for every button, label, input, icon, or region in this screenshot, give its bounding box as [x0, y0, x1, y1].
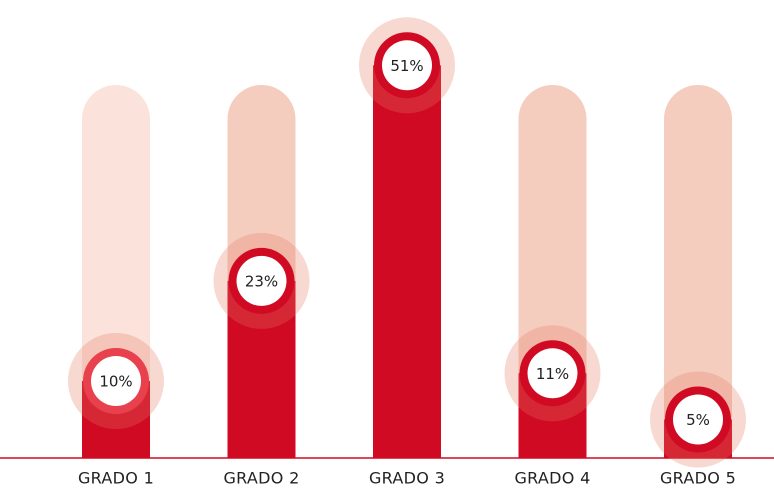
x-tick-label: GRADO 1	[78, 469, 154, 488]
value-label: 10%	[99, 373, 132, 391]
value-label: 51%	[390, 57, 423, 75]
bar	[373, 65, 441, 459]
value-label: 23%	[245, 272, 278, 290]
x-tick-label: GRADO 3	[369, 469, 445, 488]
value-label: 5%	[686, 411, 710, 429]
x-tick-label: GRADO 2	[223, 469, 299, 488]
value-badge	[527, 348, 578, 399]
value-badge	[673, 394, 723, 445]
value-label: 11%	[536, 365, 569, 383]
value-badge	[382, 40, 432, 91]
value-badge	[236, 255, 287, 306]
x-tick-label: GRADO 5	[660, 469, 736, 488]
x-tick-label: GRADO 4	[514, 469, 590, 488]
value-badge	[91, 356, 141, 406]
track	[664, 85, 732, 458]
